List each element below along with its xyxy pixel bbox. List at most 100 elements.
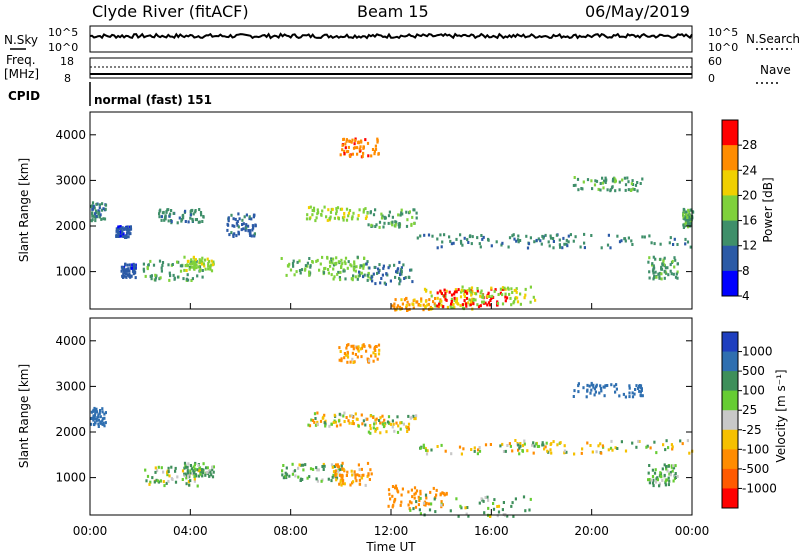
heatmap-cell bbox=[624, 183, 628, 187]
heatmap-cell bbox=[455, 237, 458, 241]
heatmap-cell bbox=[92, 409, 95, 413]
heatmap-cell bbox=[340, 266, 343, 269]
heatmap-cell bbox=[312, 206, 316, 210]
y-tick-label: 3000 bbox=[55, 173, 86, 187]
heatmap-cell bbox=[194, 262, 197, 266]
heatmap-cell bbox=[389, 279, 392, 283]
heatmap-cell bbox=[101, 419, 104, 423]
heatmap-cell bbox=[654, 468, 657, 472]
heatmap-cell bbox=[289, 268, 293, 272]
heatmap-cell bbox=[671, 469, 674, 473]
x-tick-label: 00:00 bbox=[675, 524, 710, 538]
heatmap-cell bbox=[589, 444, 592, 447]
heatmap-cell bbox=[154, 276, 157, 280]
heatmap-cell bbox=[100, 217, 103, 221]
heatmap-cell bbox=[689, 222, 692, 226]
heatmap-cell bbox=[410, 222, 413, 226]
heatmap-cell bbox=[366, 278, 369, 282]
heatmap-cell bbox=[321, 209, 324, 213]
heatmap-cell bbox=[93, 206, 96, 210]
heatmap-cell bbox=[409, 508, 412, 512]
heatmap-cell bbox=[486, 303, 489, 307]
heatmap-cell bbox=[679, 439, 682, 443]
heatmap-cell bbox=[299, 478, 302, 482]
heatmap-cell bbox=[91, 214, 94, 218]
heatmap-cell bbox=[104, 411, 107, 415]
heatmap-cell bbox=[330, 479, 333, 483]
heatmap-cell bbox=[658, 482, 661, 486]
heatmap-cell bbox=[133, 266, 136, 270]
heatmap-cell bbox=[292, 259, 295, 263]
heatmap-cell bbox=[201, 474, 204, 478]
heatmap-cell bbox=[436, 237, 439, 241]
heatmap-cell bbox=[344, 277, 347, 281]
colorbar-segment bbox=[722, 245, 738, 272]
heatmap-cell bbox=[618, 188, 621, 192]
heatmap-cell bbox=[603, 179, 606, 183]
heatmap-cell bbox=[123, 270, 126, 274]
heatmap-cell bbox=[284, 471, 287, 475]
heatmap-cell bbox=[506, 444, 509, 447]
heatmap-cell bbox=[476, 452, 479, 456]
heatmap-cell bbox=[315, 216, 318, 220]
heatmap-cell bbox=[328, 424, 331, 428]
heatmap-cell bbox=[209, 267, 212, 271]
heatmap-cell bbox=[101, 208, 104, 212]
heatmap-cell bbox=[231, 224, 234, 228]
heatmap-cell bbox=[188, 475, 191, 479]
heatmap-cell bbox=[689, 245, 692, 249]
heatmap-cell bbox=[594, 179, 597, 183]
nave-label: Nave bbox=[760, 63, 791, 77]
heatmap-cell bbox=[468, 287, 471, 291]
heatmap-cell bbox=[167, 470, 170, 474]
heatmap-cell bbox=[365, 349, 368, 353]
heatmap-cell bbox=[343, 152, 346, 155]
heatmap-cell bbox=[519, 442, 522, 445]
heatmap-cell bbox=[663, 473, 666, 477]
heatmap-cell bbox=[192, 465, 195, 469]
heatmap-cell bbox=[296, 260, 299, 264]
heatmap-cell bbox=[579, 245, 582, 249]
heatmap-cell bbox=[351, 420, 354, 423]
heatmap-cell bbox=[526, 246, 530, 250]
power-ylabel: Slant Range [km] bbox=[17, 158, 31, 262]
heatmap-cell bbox=[121, 226, 124, 230]
heatmap-cell bbox=[552, 237, 555, 240]
heatmap-cell bbox=[197, 265, 200, 269]
heatmap-cell bbox=[487, 238, 490, 242]
heatmap-cell bbox=[184, 209, 187, 213]
heatmap-cell bbox=[193, 471, 196, 475]
heatmap-cell bbox=[172, 211, 175, 215]
heatmap-cell bbox=[572, 184, 575, 187]
heatmap-cell bbox=[656, 476, 659, 480]
heatmap-cell bbox=[686, 216, 689, 219]
heatmap-cell bbox=[330, 422, 333, 426]
heatmap-cell bbox=[391, 419, 394, 423]
heatmap-cell bbox=[281, 473, 284, 477]
heatmap-cell bbox=[422, 303, 425, 307]
heatmap-cell bbox=[133, 265, 136, 269]
heatmap-cell bbox=[489, 303, 492, 307]
heatmap-cell bbox=[144, 274, 147, 278]
heatmap-cell bbox=[157, 465, 160, 469]
heatmap-cell bbox=[359, 149, 362, 153]
heatmap-cell bbox=[665, 439, 668, 443]
heatmap-cell bbox=[97, 418, 100, 422]
heatmap-cell bbox=[688, 451, 691, 455]
heatmap-cell bbox=[230, 213, 233, 217]
heatmap-cell bbox=[352, 415, 355, 419]
heatmap-cell bbox=[152, 263, 156, 267]
heatmap-cell bbox=[311, 260, 314, 264]
heatmap-cell bbox=[580, 451, 583, 455]
heatmap-cell bbox=[491, 294, 494, 298]
heatmap-cell bbox=[251, 228, 254, 232]
heatmap-cell bbox=[335, 212, 338, 216]
heatmap-cell bbox=[548, 244, 551, 248]
heatmap-cell bbox=[436, 304, 439, 308]
heatmap-cell bbox=[189, 262, 192, 266]
heatmap-cell bbox=[470, 293, 473, 297]
heatmap-cell bbox=[341, 143, 344, 147]
heatmap-cell bbox=[662, 258, 665, 262]
heatmap-cell bbox=[391, 304, 394, 308]
heatmap-cell bbox=[407, 426, 410, 429]
